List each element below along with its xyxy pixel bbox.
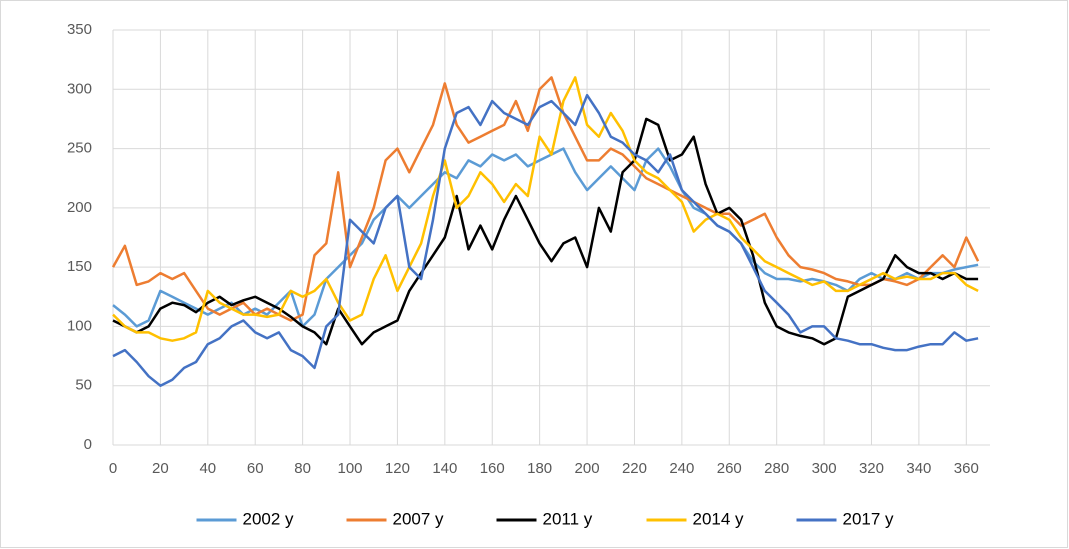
x-tick-label: 240 bbox=[669, 460, 694, 477]
x-tick-label: 140 bbox=[432, 460, 457, 477]
x-tick-label: 100 bbox=[338, 460, 363, 477]
series-line bbox=[112, 117, 979, 346]
x-tick-label: 200 bbox=[575, 460, 600, 477]
series-line bbox=[112, 93, 979, 387]
x-tick-label: 220 bbox=[622, 460, 647, 477]
x-tick-label: 120 bbox=[385, 460, 410, 477]
legend-label: 2007 y bbox=[393, 509, 445, 528]
y-tick-label: 200 bbox=[67, 199, 92, 216]
y-tick-label: 100 bbox=[67, 317, 92, 334]
x-tick-label: 340 bbox=[906, 460, 931, 477]
y-tick-label: 50 bbox=[75, 377, 92, 394]
x-tick-label: 0 bbox=[109, 460, 117, 477]
x-tick-label: 180 bbox=[527, 460, 552, 477]
y-tick-label: 250 bbox=[67, 140, 92, 157]
x-tick-label: 60 bbox=[247, 460, 264, 477]
x-tick-label: 80 bbox=[294, 460, 311, 477]
series-line bbox=[112, 147, 979, 328]
series-line bbox=[112, 76, 979, 342]
x-tick-label: 300 bbox=[812, 460, 837, 477]
y-tick-label: 0 bbox=[84, 436, 92, 453]
x-tick-label: 320 bbox=[859, 460, 884, 477]
legend-label: 2014 y bbox=[693, 509, 745, 528]
legend-label: 2011 y bbox=[543, 509, 593, 528]
x-tick-label: 280 bbox=[764, 460, 789, 477]
y-tick-label: 300 bbox=[67, 80, 92, 97]
x-tick-label: 20 bbox=[152, 460, 169, 477]
x-tick-label: 40 bbox=[199, 460, 216, 477]
y-tick-label: 150 bbox=[67, 258, 92, 275]
legend-label: 2002 y bbox=[243, 509, 295, 528]
x-tick-label: 360 bbox=[954, 460, 979, 477]
legend-label: 2017 y bbox=[843, 509, 895, 528]
x-tick-label: 160 bbox=[480, 460, 505, 477]
x-tick-label: 260 bbox=[717, 460, 742, 477]
y-tick-label: 350 bbox=[67, 21, 92, 38]
series-line bbox=[111, 76, 980, 322]
